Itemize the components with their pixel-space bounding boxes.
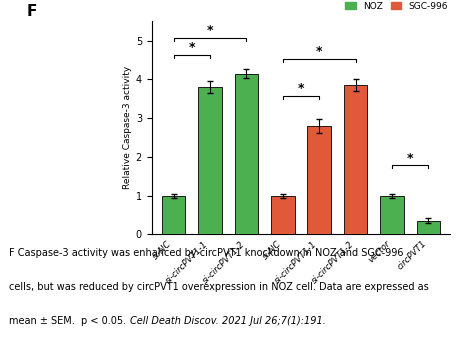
Text: *: * <box>207 24 213 37</box>
Bar <box>417 221 440 234</box>
Bar <box>344 85 367 234</box>
Text: F: F <box>26 4 36 19</box>
Bar <box>162 196 185 234</box>
Text: F Caspase-3 activity was enhanced by circPVT1 knockdown in NOZ and SGC-996: F Caspase-3 activity was enhanced by cir… <box>9 248 404 258</box>
Bar <box>198 87 222 234</box>
Text: mean ± SEM.  p < 0.05.: mean ± SEM. p < 0.05. <box>9 316 130 326</box>
Bar <box>235 73 258 234</box>
Text: Cell Death Discov. 2021 Jul 26;7(1):191.: Cell Death Discov. 2021 Jul 26;7(1):191. <box>130 316 326 326</box>
Legend: NOZ, SGC-996: NOZ, SGC-996 <box>342 0 452 14</box>
Text: *: * <box>298 82 304 95</box>
Bar <box>380 196 404 234</box>
Text: *: * <box>316 45 322 58</box>
Text: *: * <box>189 41 195 54</box>
Text: *: * <box>407 152 413 165</box>
Bar <box>307 126 331 234</box>
Text: cells, but was reduced by circPVT1 overexpression in NOZ cell. Data are expresse: cells, but was reduced by circPVT1 overe… <box>9 282 429 292</box>
Y-axis label: Relative Caspase-3 activity: Relative Caspase-3 activity <box>123 66 132 190</box>
Bar <box>271 196 295 234</box>
